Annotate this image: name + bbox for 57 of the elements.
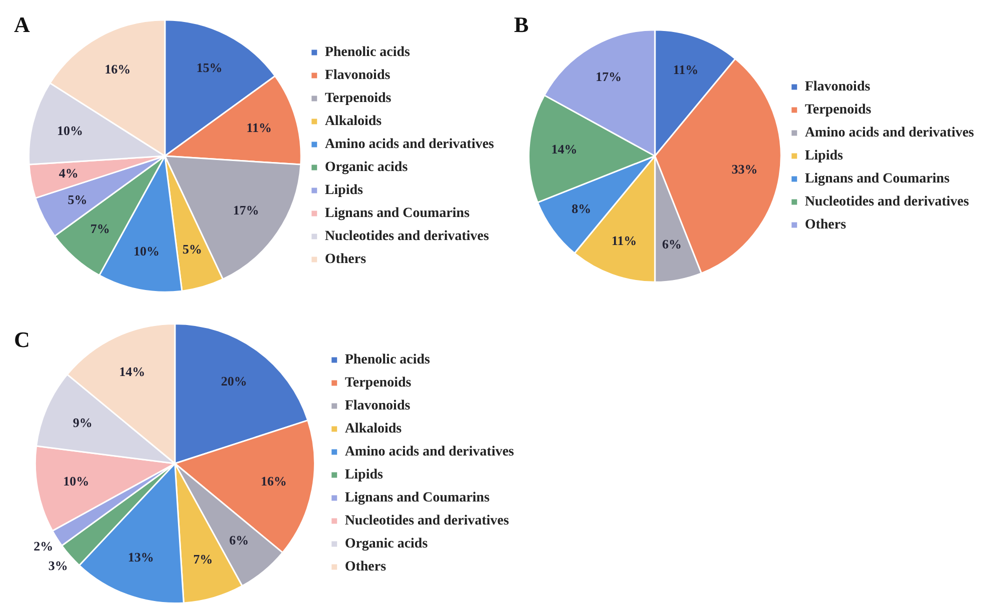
data-label: 11% [673, 62, 698, 77]
chart-title: C [14, 327, 30, 353]
chart-title: A [14, 12, 30, 38]
data-label: 10% [134, 244, 160, 259]
legend-label: Nucleotides and derivatives [324, 229, 490, 244]
legend-label: Lignans and Coumarins [344, 490, 490, 506]
legend-label: Terpenoids [344, 376, 412, 391]
data-label: 11% [611, 232, 637, 248]
data-label: 15% [196, 60, 222, 76]
data-label: 13% [128, 550, 154, 565]
legend-label: Others [324, 252, 367, 268]
legend-label: Terpenoids [324, 91, 392, 106]
legend-label: Lignans and Coumarins [324, 206, 470, 222]
legend-label: Alkaloids [324, 114, 382, 130]
legend-label: Nucleotides and derivatives [804, 194, 970, 210]
legend-label: Flavonoids [324, 68, 391, 84]
legend-label: Terpenoids [804, 102, 872, 118]
legend-label: Amino acids and derivatives [344, 444, 515, 460]
legend-label: Lignans and Coumarins [804, 172, 950, 187]
legend-label: Organic acids [324, 160, 408, 176]
data-label: 11% [246, 120, 272, 136]
data-label: 17% [232, 202, 259, 218]
chart-title: B [514, 12, 529, 38]
data-label: 16% [260, 474, 287, 489]
legend-label: Alkaloids [344, 422, 402, 437]
legend-label: Amino acids and derivatives [324, 137, 495, 152]
data-label: 14% [119, 364, 146, 379]
data-label: 5% [68, 192, 88, 207]
legend-label: Flavonoids [804, 80, 871, 95]
data-label: 2% [34, 538, 54, 554]
data-label: 4% [58, 166, 78, 181]
data-label: 20% [221, 373, 248, 388]
data-label: 10% [63, 474, 90, 489]
data-label: 5% [182, 242, 202, 257]
data-label: 17% [596, 69, 622, 84]
data-label: 7% [90, 220, 110, 236]
legend-label: Phenolic acids [324, 45, 411, 60]
legend-label: Amino acids and derivatives [804, 126, 975, 141]
legend-label: Lipids [344, 468, 384, 483]
legend-label: Others [344, 560, 387, 575]
legend-label: Phenolic acids [344, 352, 431, 368]
data-label: 16% [104, 61, 131, 76]
data-label: 9% [72, 414, 92, 430]
legend-label: Flavonoids [344, 398, 411, 414]
data-label: 10% [56, 122, 83, 138]
legend-label: Lipids [324, 183, 364, 198]
data-label: 14% [551, 142, 578, 157]
legend-label: Organic acids [344, 536, 428, 552]
data-label: 7% [193, 551, 213, 566]
legend-label: Nucleotides and derivatives [344, 514, 510, 529]
data-label: 8% [572, 200, 592, 216]
data-label: 33% [732, 162, 758, 177]
data-label: 6% [229, 532, 249, 548]
legend-label: Others [804, 218, 847, 233]
data-label: 3% [48, 558, 68, 573]
data-label: 6% [662, 236, 682, 252]
legend-label: Lipids [804, 148, 844, 164]
